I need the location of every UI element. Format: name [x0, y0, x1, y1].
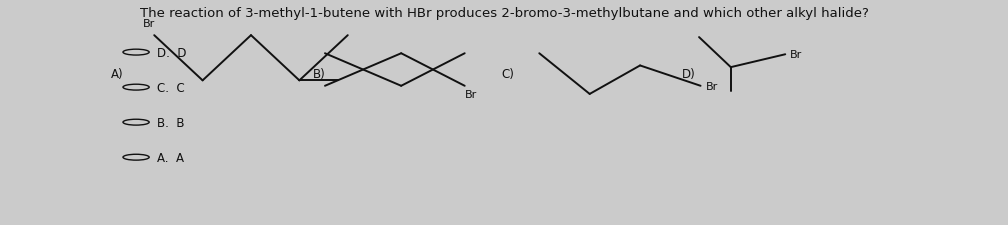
Text: A.  A: A. A: [157, 151, 184, 164]
Text: C): C): [501, 68, 514, 81]
Text: B): B): [312, 68, 326, 81]
Text: Br: Br: [790, 50, 802, 60]
Text: C.  C: C. C: [157, 81, 185, 94]
Text: B.  B: B. B: [157, 116, 184, 129]
Text: D): D): [681, 68, 696, 81]
Text: A): A): [111, 68, 124, 81]
Text: D.  D: D. D: [157, 46, 186, 59]
Text: The reaction of 3-methyl-1-butene with HBr produces 2-bromo-3-methylbutane and w: The reaction of 3-methyl-1-butene with H…: [139, 7, 869, 20]
Text: Br: Br: [143, 19, 155, 29]
Text: Br: Br: [465, 90, 477, 99]
Text: Br: Br: [706, 81, 718, 91]
